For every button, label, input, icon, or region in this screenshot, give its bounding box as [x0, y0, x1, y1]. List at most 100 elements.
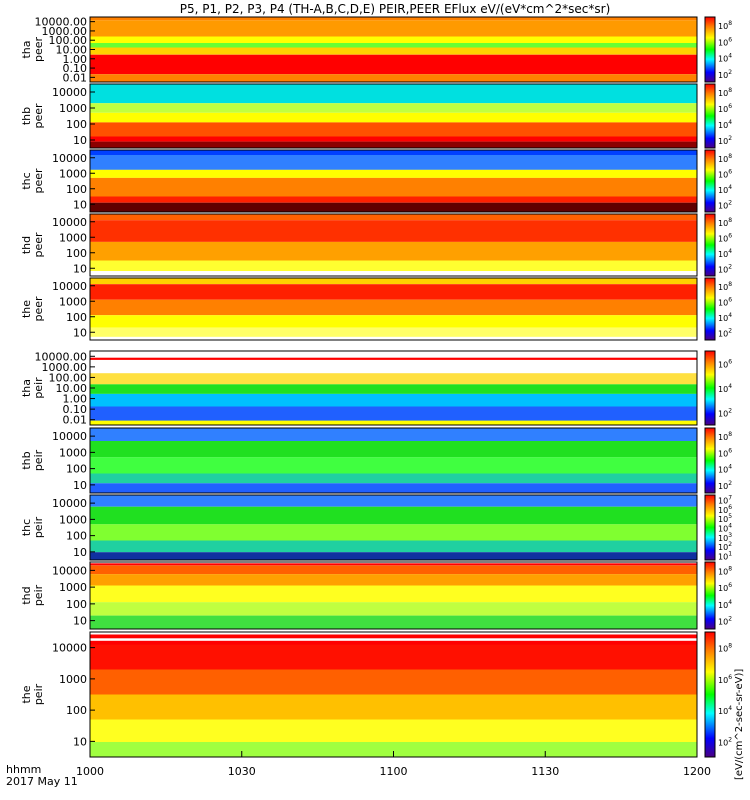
- colorbar-tick-label: 104: [718, 312, 732, 323]
- heatmap-band: [90, 441, 697, 458]
- colorbar: [704, 561, 716, 630]
- heatmap-band: [90, 615, 697, 629]
- heatmap-band: [90, 196, 697, 203]
- colorbar-tick-label: 107: [718, 495, 732, 506]
- colorbar-tick-label: 106: [718, 504, 732, 515]
- y-tick-label: 10: [73, 615, 87, 628]
- heatmap-band: [90, 103, 697, 113]
- y-tick-label: 1000: [59, 167, 87, 180]
- y-tick-label: 0.01: [63, 71, 88, 84]
- panel-the-peer: 10000 1000 100 10 the peer 108 106 104 102: [20, 277, 732, 341]
- panel-probe-label: tha: [20, 40, 33, 58]
- y-tick-label: 10000: [52, 430, 87, 443]
- panel-thc-peer: 10000 1000 100 10 thc peer 108 106 104 102: [20, 149, 732, 213]
- y-tick-label: 10000: [52, 497, 87, 510]
- x-tick-label: 1200: [683, 765, 711, 778]
- heatmap-band: [90, 20, 697, 37]
- heatmap-band: [90, 393, 697, 407]
- y-tick-label: 100: [66, 247, 87, 260]
- heatmap-band: [90, 552, 697, 560]
- colorbar-tick-label: 104: [718, 464, 732, 475]
- y-tick-label: 10000.00: [35, 350, 88, 363]
- heatmap-band: [90, 177, 697, 197]
- panel-species-label: peer: [32, 296, 45, 322]
- heatmap-band: [90, 634, 697, 639]
- heatmap-band: [90, 155, 697, 170]
- panel-species-label: peir: [32, 516, 45, 538]
- y-tick-label: 100.00: [49, 371, 88, 384]
- y-tick-label: 10000.00: [35, 16, 88, 29]
- y-tick-label: 100.00: [49, 34, 88, 47]
- y-tick-label: 10: [73, 735, 87, 748]
- colorbar-tick-label: 102: [718, 616, 732, 627]
- panel-thd-peer: 10000 1000 100 10 thd peer 108 106 104 102: [20, 213, 732, 277]
- y-tick-label: 1000: [59, 513, 87, 526]
- colorbar-tick-label: 108: [718, 643, 732, 654]
- colorbar-tick-label: 104: [718, 53, 732, 64]
- panel-frame: [89, 213, 698, 277]
- colorbar-tick-label: 108: [718, 153, 732, 164]
- heatmap-band: [90, 420, 697, 425]
- colorbar-tick-label: 102: [718, 199, 732, 210]
- y-tick-label: 1000.00: [42, 361, 88, 374]
- colorbar: [704, 149, 716, 213]
- heatmap-band: [90, 84, 697, 104]
- heatmap-band: [90, 214, 697, 221]
- heatmap-band: [90, 669, 697, 695]
- y-tick-label: 100: [66, 463, 87, 476]
- panel-thc-peir: 10000 1000 100 10 thc peir 1071061051041031021…: [20, 494, 732, 561]
- heatmap-band: [90, 384, 697, 394]
- panel-species-label: peer: [32, 168, 45, 194]
- heatmap-band: [90, 495, 697, 507]
- panel-probe-label: the: [20, 685, 33, 703]
- y-tick-label: 10000: [52, 642, 87, 655]
- colorbar-tick-label: 102: [718, 327, 732, 338]
- panel-thd-peir: 10000 1000 100 10 thd peir 108 106 104 102: [20, 561, 732, 630]
- colorbar-tick-label: 104: [718, 248, 732, 259]
- y-tick-label: 0.10: [63, 403, 88, 416]
- heatmap-band: [90, 74, 697, 82]
- heatmap-band: [90, 473, 697, 484]
- heatmap-band: [90, 112, 697, 123]
- heatmap-band: [90, 260, 697, 271]
- colorbar-tick-label: 106: [718, 296, 732, 307]
- heatmap-band: [90, 327, 697, 337]
- panel-species-label: peer: [32, 37, 45, 63]
- colorbar-tick-label: 102: [718, 408, 732, 419]
- heatmap-band: [90, 202, 697, 212]
- panel-frame: [89, 427, 698, 494]
- colorbar-tick-label: 106: [718, 582, 732, 593]
- colorbar-tick-label: 106: [718, 232, 732, 243]
- y-tick-label: 10: [73, 134, 87, 147]
- colorbar-tick-label: 105: [718, 513, 732, 524]
- panel-thb-peir: 10000 1000 100 10 thb peir 108 106 104 102: [20, 427, 732, 494]
- heatmap-band: [90, 563, 697, 566]
- colorbar-tick-label: 108: [718, 87, 732, 98]
- colorbar-tick-label: 104: [718, 599, 732, 610]
- colorbar-tick-label: 104: [718, 184, 732, 195]
- colorbar-tick-label: 106: [718, 674, 732, 685]
- heatmap-band: [90, 271, 697, 276]
- heatmap-band: [90, 241, 697, 261]
- heatmap-band: [90, 457, 697, 474]
- y-tick-label: 1000: [59, 673, 87, 686]
- panel-frame: [89, 83, 698, 149]
- heatmap-band: [90, 43, 697, 48]
- heatmap-band: [90, 428, 697, 441]
- heatmap-band: [90, 719, 697, 742]
- panel-probe-label: tha: [20, 379, 33, 397]
- colorbar: [704, 83, 716, 149]
- panel-species-label: peer: [32, 232, 45, 258]
- heatmap-band: [90, 506, 697, 525]
- y-tick-label: 100: [66, 598, 87, 611]
- panel-species-label: peir: [32, 377, 45, 399]
- figure-title: P5, P1, P2, P3, P4 (TH-A,B,C,D,E) PEIR,P…: [180, 2, 611, 16]
- colorbar-tick-label: 108: [718, 431, 732, 442]
- colorbar-tick-label: 104: [718, 119, 732, 130]
- heatmap-band: [90, 278, 697, 285]
- y-tick-label: 1000: [59, 295, 87, 308]
- y-tick-label: 10000: [52, 86, 87, 99]
- panel-frame: [89, 277, 698, 341]
- panel-species-label: peir: [32, 683, 45, 705]
